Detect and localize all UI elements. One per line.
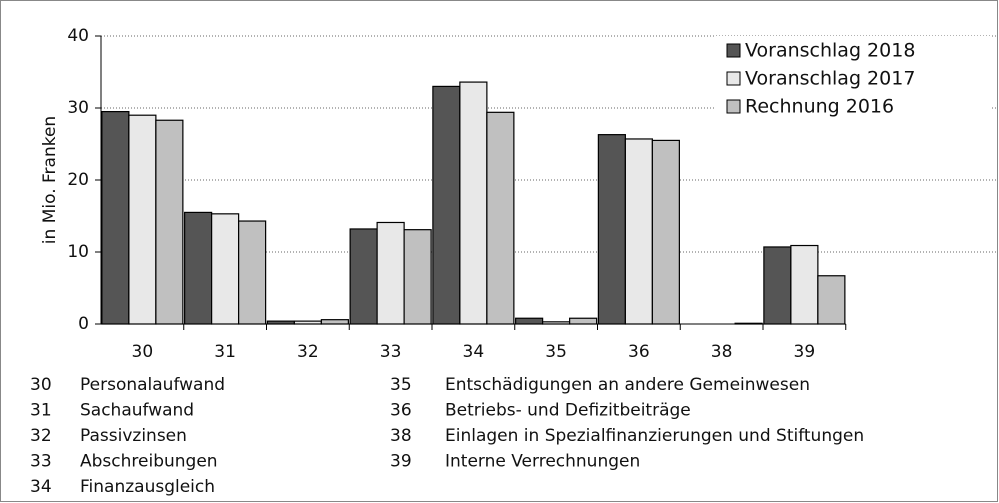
x-tick-label: 35 — [545, 342, 567, 362]
note-code: 39 — [390, 452, 412, 472]
bar — [101, 110, 130, 325]
note-code: 36 — [390, 401, 412, 421]
bar — [184, 211, 213, 325]
bar — [211, 213, 240, 325]
bar — [155, 119, 184, 325]
y-tick-label: 30 — [67, 98, 89, 118]
x-tick-label: 39 — [794, 342, 816, 362]
bar — [376, 221, 405, 325]
note-code: 30 — [30, 375, 52, 395]
bar — [432, 85, 461, 325]
bar — [597, 134, 626, 325]
note-code: 32 — [30, 426, 52, 446]
y-tick-label: 10 — [67, 242, 89, 262]
legend-label: Voranschlag 2017 — [745, 68, 915, 90]
bar — [349, 228, 378, 325]
legend-swatch — [726, 99, 741, 114]
bar — [651, 139, 680, 325]
bar — [624, 138, 653, 325]
bar — [817, 275, 846, 325]
x-tick-label: 31 — [214, 342, 236, 362]
note-label: Entschädigungen an andere Gemeinwesen — [445, 375, 810, 395]
y-tick-label: 0 — [78, 314, 89, 334]
note-label: Interne Verrechnungen — [445, 452, 640, 472]
bar — [238, 220, 267, 325]
legend-swatch — [726, 71, 741, 86]
bar — [486, 111, 515, 325]
note-label: Finanzausgleich — [80, 477, 215, 497]
note-code: 31 — [30, 401, 52, 421]
x-tick-label: 34 — [463, 342, 485, 362]
x-tick-label: 33 — [380, 342, 402, 362]
note-code: 35 — [390, 375, 412, 395]
bar — [459, 81, 488, 325]
x-tick-label: 32 — [297, 342, 319, 362]
bar — [790, 244, 819, 325]
legend-bg — [715, 36, 990, 124]
note-label: Personalaufwand — [80, 375, 225, 395]
note-label: Passivzinsen — [80, 426, 187, 446]
y-axis-label: in Mio. Franken — [40, 116, 60, 244]
bar — [128, 114, 157, 325]
note-label: Sachaufwand — [80, 401, 194, 421]
note-label: Abschreibungen — [80, 452, 218, 472]
legend-label: Voranschlag 2018 — [745, 40, 915, 62]
note-code: 33 — [30, 452, 52, 472]
note-label: Einlagen in Spezialfinanzierungen und St… — [445, 426, 864, 446]
note-label: Betriebs- und Defizitbeiträge — [445, 401, 691, 421]
y-tick-label: 40 — [67, 26, 89, 46]
x-tick-label: 30 — [132, 342, 154, 362]
x-tick-label: 36 — [628, 342, 650, 362]
legend-swatch — [726, 43, 741, 58]
bar — [569, 317, 598, 325]
y-tick-label: 20 — [67, 170, 89, 190]
bar — [763, 246, 792, 325]
note-code: 38 — [390, 426, 412, 446]
note-code: 34 — [30, 477, 52, 497]
bar — [320, 319, 349, 325]
bar — [403, 229, 432, 325]
x-tick-label: 38 — [711, 342, 733, 362]
bar — [515, 317, 544, 325]
legend-label: Rechnung 2016 — [745, 96, 894, 118]
